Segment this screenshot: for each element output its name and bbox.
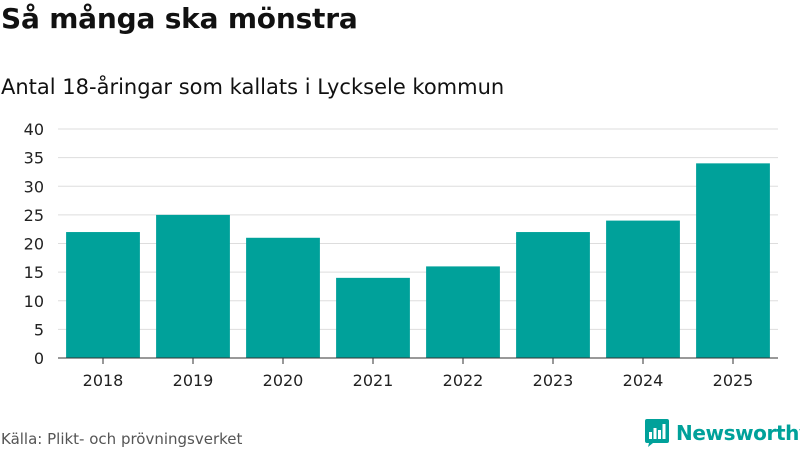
x-tick-label: 2024	[623, 371, 664, 390]
bar-2023	[516, 232, 590, 358]
x-tick-label: 2018	[83, 371, 124, 390]
brand-name: Newsworthy	[676, 421, 800, 445]
y-tick-label: 5	[34, 320, 44, 339]
bar-2022	[426, 266, 500, 358]
bar-2025	[696, 163, 770, 358]
bar-2021	[336, 277, 410, 358]
y-tick-label: 35	[24, 149, 44, 168]
x-tick-label: 2021	[353, 371, 394, 390]
x-tick-label: 2020	[263, 371, 304, 390]
bar-2024	[606, 220, 680, 358]
chart-title: Så många ska mönstra	[1, 2, 358, 35]
y-tick-label: 10	[24, 292, 44, 311]
y-tick-label: 15	[24, 263, 44, 282]
x-tick-label: 2023	[533, 371, 574, 390]
y-tick-label: 20	[24, 235, 44, 254]
y-tick-label: 0	[34, 349, 44, 368]
source-note: Källa: Plikt- och prövningsverket	[1, 430, 243, 448]
bar-2018	[66, 232, 140, 358]
brand-logo: Newsworthy	[645, 419, 800, 447]
bar-2019	[156, 214, 230, 358]
y-tick-label: 30	[24, 177, 44, 196]
x-tick-label: 2019	[173, 371, 214, 390]
bars	[66, 163, 770, 358]
y-tick-label: 40	[24, 120, 44, 139]
x-tick-label: 2025	[713, 371, 754, 390]
chart-subtitle: Antal 18-åringar som kallats i Lycksele …	[1, 75, 505, 99]
bar-2020	[246, 237, 320, 358]
newsworthy-logo-icon	[645, 419, 669, 447]
x-axis-ticks: 2018 2019 2020 2021 2022 2023 2024 2025	[83, 358, 754, 390]
y-axis-ticks: 0 5 10 15 20 25 30 35 40	[24, 120, 44, 368]
y-tick-label: 25	[24, 206, 44, 225]
x-tick-label: 2022	[443, 371, 484, 390]
